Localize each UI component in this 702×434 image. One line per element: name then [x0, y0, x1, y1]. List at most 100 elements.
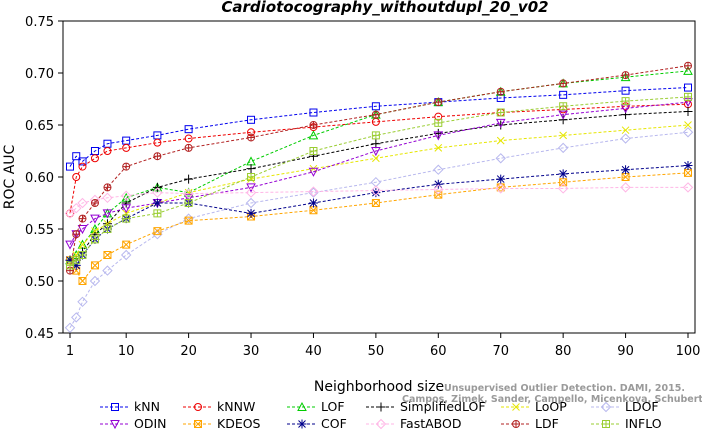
data-point-kdeos [184, 216, 193, 225]
data-point-ldof [102, 265, 113, 276]
data-point-knnw [103, 147, 112, 155]
data-point-odin [495, 118, 506, 128]
series-line-kdeos [69, 172, 689, 282]
data-point-fastabod [370, 185, 382, 196]
data-point-ldof [682, 127, 694, 138]
data-point-fastabod [120, 190, 132, 201]
data-point-simplifiedlof [558, 115, 568, 125]
y-tick-label: 0.50 [25, 275, 54, 290]
data-point-knn [78, 157, 87, 166]
data-point-knnw [184, 134, 193, 143]
data-point-loop [372, 154, 380, 163]
data-point-ldof [433, 164, 444, 175]
legend-label-loop: LoOP [535, 399, 567, 414]
series-line-knnw [69, 103, 689, 214]
data-point-knn [621, 86, 630, 95]
data-point-cof [152, 198, 162, 208]
x-tick-label: 30 [243, 344, 260, 359]
data-point-fastabod [77, 197, 88, 209]
data-point-cof [308, 198, 318, 208]
series-cof [65, 161, 693, 270]
watermark-line-2: Campos, Zimek, Sander, Campello, Micenko… [402, 394, 702, 405]
data-point-simplifiedlof [496, 120, 506, 130]
legend-label-knnw: kNNW [217, 399, 255, 414]
data-point-loop [684, 121, 692, 129]
legend-marker-knn [111, 403, 119, 411]
data-point-ldf [184, 143, 193, 152]
data-point-inflo [153, 209, 162, 218]
legend-label-odin: ODIN [134, 416, 167, 431]
data-point-knn [559, 90, 568, 99]
data-point-inflo [78, 251, 87, 259]
data-point-knn [684, 83, 692, 92]
series-line-loop [69, 124, 689, 261]
data-point-fastabod [183, 188, 194, 199]
data-point-ldf [559, 79, 568, 88]
data-point-knn [72, 152, 81, 161]
data-point-odin [90, 214, 100, 224]
legend-marker-ldf [512, 420, 521, 428]
y-axis-label: ROC AUC [2, 144, 18, 209]
data-point-kdeos [153, 227, 162, 236]
data-point-ldf [122, 162, 131, 171]
data-point-inflo [496, 108, 505, 117]
data-point-inflo [559, 102, 568, 111]
data-point-cof [558, 169, 568, 179]
data-point-ldof [64, 322, 76, 334]
legend-marker-lof [297, 401, 307, 411]
data-point-loop [559, 131, 568, 140]
data-point-ldof [495, 153, 506, 164]
data-point-loop [496, 136, 505, 145]
data-point-ldf [153, 152, 162, 161]
data-point-knnw [72, 173, 81, 181]
data-point-ldf [247, 133, 256, 142]
x-tick-label: 10 [118, 344, 135, 359]
data-point-fastabod [308, 186, 319, 197]
data-point-ldof [71, 312, 82, 323]
data-point-loop [91, 227, 99, 235]
data-point-ldf [496, 87, 505, 96]
data-point-inflo [309, 147, 318, 155]
legend-item-fastabod: FastABOD [366, 416, 462, 431]
legend-item-odin: ODIN [100, 416, 167, 431]
legend-marker-knnw [194, 403, 202, 411]
data-point-knnw [122, 143, 131, 152]
series-line-ldof [69, 131, 689, 329]
data-point-inflo [103, 225, 112, 233]
data-point-lof [308, 130, 319, 140]
chart-title: Cardiotocography_withoutdupl_20_v02 [221, 0, 548, 16]
data-point-fastabod [64, 208, 76, 219]
legend-item-knn: kNN [100, 399, 160, 414]
data-point-inflo [66, 261, 74, 270]
data-point-ldf [684, 61, 693, 70]
data-point-simplifiedlof [371, 139, 381, 149]
data-point-odin [308, 167, 319, 177]
data-point-ldf [371, 110, 380, 119]
series-layer [64, 61, 694, 334]
data-point-lof [246, 156, 256, 166]
legend-label-inflo: INFLO [625, 416, 662, 431]
data-point-fastabod [495, 183, 506, 194]
data-point-odin [371, 147, 381, 157]
data-point-loop [78, 240, 87, 249]
series-line-ldf [69, 65, 689, 271]
data-point-inflo [247, 173, 256, 181]
x-tick-label: 90 [617, 344, 634, 359]
y-tick-label: 0.45 [25, 327, 54, 342]
data-point-ldof [89, 275, 101, 287]
plot-area [62, 20, 696, 334]
data-point-odin [433, 131, 444, 141]
legend-label-kdeos: KDEOS [217, 416, 261, 431]
data-point-knnw [153, 138, 162, 147]
data-point-cof [683, 161, 693, 171]
data-point-kdeos [90, 261, 99, 270]
data-point-lof [683, 65, 693, 75]
data-point-knnw [78, 162, 87, 171]
data-point-loop [184, 188, 193, 197]
data-point-simplifiedlof [683, 106, 693, 116]
series-inflo [66, 92, 692, 270]
data-point-kdeos [559, 178, 568, 187]
series-fastabod [64, 182, 694, 219]
data-point-kdeos [684, 168, 692, 177]
legend-label-knn: kNN [134, 399, 160, 414]
